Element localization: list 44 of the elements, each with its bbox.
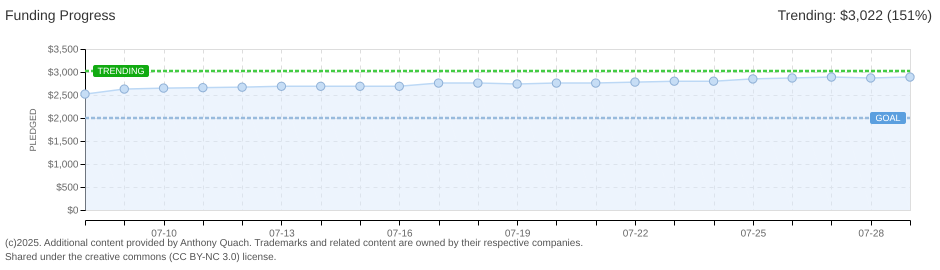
point <box>316 82 326 91</box>
point <box>630 77 640 87</box>
y-tick-label: $3,500 <box>48 44 79 56</box>
y-tick-label: $2,000 <box>48 114 79 124</box>
x-tick-label: 07-10 <box>151 228 178 240</box>
text: Shared under the creative commons (CC BY-NC 3.0) license. <box>5 252 276 263</box>
point <box>512 79 522 89</box>
x-tick-label: 07-25 <box>740 228 767 240</box>
point <box>80 89 90 99</box>
point <box>748 74 758 84</box>
point <box>276 82 286 91</box>
text: (c)2025. Additional content provided by Anthony Quach. Trademarks and related content are owned by their respective companies. <box>5 238 584 249</box>
ref-line-label: TRENDING <box>98 66 144 76</box>
y-tick-label: $1,000 <box>48 160 79 170</box>
y-tick-label: $2,500 <box>48 90 79 102</box>
point <box>158 83 168 93</box>
point <box>355 82 365 91</box>
y-tick-label: $1,500 <box>48 136 79 148</box>
y-axis-title: PLEDGED <box>28 108 38 152</box>
x-tick-label: 07-16 <box>386 228 414 240</box>
point <box>394 82 404 91</box>
y-tick-label: $0 <box>67 206 79 216</box>
x-tick-label: 07-13 <box>269 228 296 240</box>
point <box>591 78 600 88</box>
y-tick-label: $500 <box>56 182 79 194</box>
ref-line-label: GOAL <box>875 113 901 123</box>
y-tick-label: $3,000 <box>48 68 79 78</box>
point <box>787 73 797 83</box>
text: Trending: $3,022 (151%) <box>778 7 932 23</box>
point <box>670 76 679 86</box>
x-tick-label: 07-22 <box>622 228 649 240</box>
chart-title: Funding Progress <box>5 7 116 23</box>
point <box>198 82 208 92</box>
x-tick-label: 07-28 <box>858 228 884 240</box>
point <box>866 73 876 83</box>
point <box>120 84 129 94</box>
point <box>434 78 444 88</box>
point <box>905 72 915 82</box>
point <box>237 82 247 92</box>
point <box>826 72 836 82</box>
point <box>552 78 562 88</box>
point <box>708 76 718 86</box>
point <box>473 78 483 88</box>
x-tick-label: 07-19 <box>504 228 531 240</box>
